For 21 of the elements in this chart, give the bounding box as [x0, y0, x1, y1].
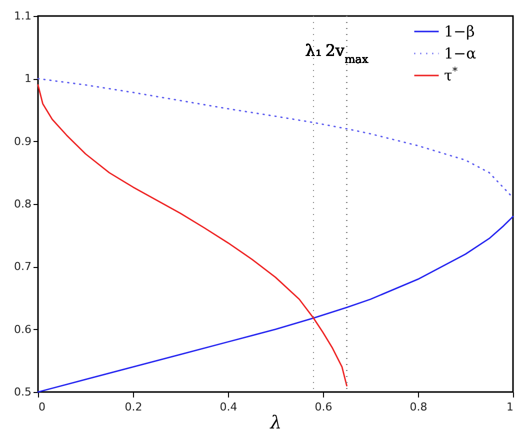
y-tick-label: 0.5 — [14, 386, 32, 398]
y-tick-label: 1 — [24, 72, 32, 86]
x-axis-title: λ — [269, 412, 282, 432]
y-tick-label: 0.8 — [14, 198, 32, 210]
x-tick-label: 0.4 — [220, 400, 238, 414]
y-tick-label: 0.7 — [14, 260, 32, 274]
x-tick-label: 0.6 — [314, 400, 332, 414]
y-tick-label: 0.6 — [14, 322, 32, 336]
legend-label: 1−β — [444, 22, 475, 40]
x-tick-label: 0.8 — [410, 400, 428, 414]
x-tick-label: 0 — [38, 400, 46, 414]
x-tick-label: 1 — [506, 400, 514, 414]
y-tick-label: 1.1 — [14, 10, 32, 22]
y-tick-label: 0.9 — [14, 134, 32, 148]
ref-line-label: λ₁ — [305, 41, 322, 60]
x-tick-label: 0.2 — [124, 400, 142, 414]
line-series — [37, 84, 348, 386]
ref-line-label: 2v$_{max}$ — [325, 41, 369, 66]
line-series — [37, 216, 514, 393]
legend-label: 1−α — [444, 44, 476, 62]
legend-label: τ$^{*}$ — [444, 66, 458, 84]
